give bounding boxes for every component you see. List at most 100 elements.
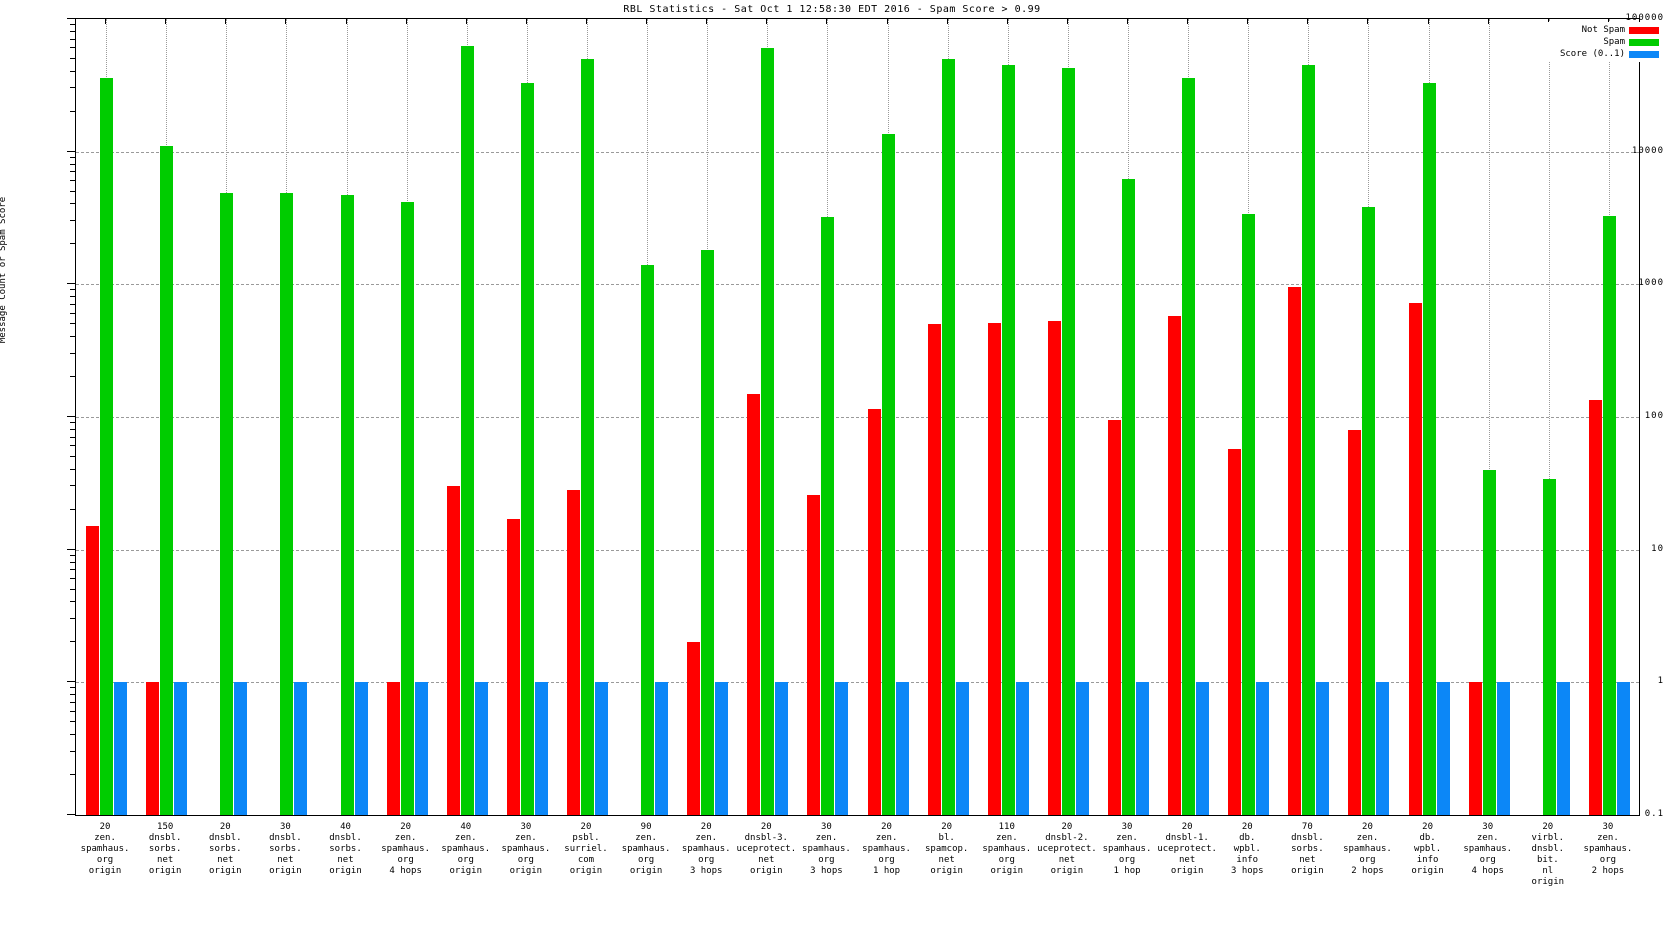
x-tick: [1127, 18, 1129, 24]
y-tick-minor: [70, 38, 75, 40]
y-tick-label: 1: [1657, 676, 1664, 687]
bar-score: [534, 682, 548, 815]
legend-color-swatch: [1629, 38, 1659, 46]
x-tick-label-line: 3 hops: [689, 866, 723, 876]
x-tick-label-line: org: [457, 855, 474, 865]
x-tick-label-line: origin: [629, 866, 663, 876]
y-tick-minor: [70, 721, 75, 723]
y-tick-minor: [70, 163, 75, 165]
x-tick-label-line: spamhaus.: [501, 844, 551, 854]
x-tick-label-line: dnsbl.: [329, 833, 362, 843]
y-tick-minor: [70, 220, 75, 222]
bar-not-spam: [1588, 399, 1602, 815]
x-tick-label-line: origin: [1170, 866, 1204, 876]
y-tick-minor: [70, 710, 75, 712]
x-tick-label-line: org: [878, 855, 895, 865]
y-tick-minor: [70, 376, 75, 378]
y-tick-minor: [70, 180, 75, 182]
x-tick-label: 20 zen. spamhaus. org 2 hops: [1343, 822, 1392, 877]
x-tick-label: 20 db. wpbl. info origin: [1411, 822, 1444, 877]
x-tick: [946, 18, 948, 24]
bar-score: [1075, 682, 1089, 815]
x-tick-label: 20 psbl. surriel. com origin: [564, 822, 607, 877]
bar-spam: [761, 48, 775, 815]
bar-score: [1376, 682, 1390, 815]
x-tick-label-line: db.: [1239, 833, 1256, 843]
bar-not-spam: [747, 393, 761, 815]
x-tick-label-line: 3 hops: [810, 866, 843, 876]
x-tick: [105, 18, 107, 24]
bar-spam: [641, 264, 655, 815]
x-tick-label-line: 20: [1542, 822, 1554, 832]
y-tick-minor: [70, 455, 75, 457]
x-tick-label-line: nl: [1542, 866, 1554, 876]
y-tick-minor: [70, 687, 75, 689]
x-tick-label-line: 30: [1482, 822, 1494, 832]
x-tick-label-line: 30: [279, 822, 291, 832]
y-tick-minor: [70, 190, 75, 192]
x-tick: [886, 18, 888, 24]
x-tick-label-line: zen.: [454, 833, 477, 843]
x-tick-label-line: psbl.: [572, 833, 600, 843]
bar-spam: [1302, 65, 1316, 815]
x-tick-label: 20 bl. spamcop. net origin: [925, 822, 968, 877]
x-tick-label-line: org: [517, 855, 534, 865]
x-tick-label-line: sorbs.: [1291, 844, 1324, 854]
x-tick-label-line: zen.: [1356, 833, 1379, 843]
x-tick-label-line: origin: [750, 866, 783, 876]
x-tick-label-line: org: [998, 855, 1015, 865]
y-tick-major: [67, 416, 75, 417]
y-tick-major: [67, 18, 75, 19]
x-tick-label-line: origin: [509, 866, 543, 876]
y-tick-minor: [70, 701, 75, 703]
bar-score: [1136, 682, 1150, 815]
x-tick-label-line: 2 hops: [1351, 866, 1384, 876]
x-tick-label-line: org: [637, 855, 655, 865]
x-tick-label: 30 zen. spamhaus. org origin: [501, 822, 550, 877]
x-tick-label-line: net: [157, 855, 174, 865]
chart-title: RBL Statistics - Sat Oct 1 12:58:30 EDT …: [623, 4, 1041, 15]
x-tick-label-line: 70: [1301, 822, 1313, 832]
x-tick-label-line: 3 hops: [1230, 866, 1264, 876]
bar-spam: [340, 194, 354, 815]
x-tick-label: 90 zen. spamhaus. org origin: [622, 822, 671, 877]
y-tick-label: 1000: [1638, 278, 1664, 289]
x-tick-label: 20 db. wpbl. info 3 hops: [1231, 822, 1264, 877]
x-tick-label-line: org: [397, 855, 414, 865]
y-tick-minor: [70, 601, 75, 603]
x-tick-label-line: origin: [88, 866, 122, 876]
x-tick-label-line: 30: [1602, 822, 1614, 832]
x-tick-label-line: net: [1058, 855, 1076, 865]
x-tick-label-line: 20: [400, 822, 412, 832]
x-tick-label-line: 150: [157, 822, 174, 832]
gridline-horizontal: [76, 417, 1639, 418]
bar-not-spam: [867, 408, 881, 815]
bar-score: [1436, 682, 1450, 815]
bar-score: [655, 682, 669, 815]
x-tick-label-line: surriel.: [564, 844, 608, 854]
x-tick-label-line: info: [1416, 855, 1439, 865]
x-tick-label-line: org: [698, 855, 715, 865]
x-tick-label-line: 20: [1422, 822, 1434, 832]
x-tick-label-line: dnsbl.: [269, 833, 302, 843]
x-tick-label-line: origin: [269, 866, 302, 876]
x-tick-label-line: 2 hops: [1591, 866, 1625, 876]
bar-spam: [520, 82, 534, 815]
x-tick-label: 20 zen. spamhaus. org 4 hops: [381, 822, 430, 877]
y-tick-minor: [70, 352, 75, 354]
x-tick-label-line: 30: [1121, 822, 1133, 832]
x-tick-label-line: net: [217, 855, 234, 865]
bar-spam: [1482, 469, 1496, 815]
y-tick-minor: [70, 57, 75, 59]
x-tick-label-line: 20: [99, 822, 111, 832]
x-tick: [1247, 18, 1249, 24]
y-tick-minor: [70, 569, 75, 571]
bar-score: [174, 682, 188, 815]
bar-score: [1256, 682, 1270, 815]
y-tick-minor: [70, 485, 75, 487]
x-tick-label: 30 zen. spamhaus. org 4 hops: [1463, 822, 1512, 877]
x-tick: [1607, 18, 1609, 24]
x-tick-label-line: spamhaus.: [681, 844, 731, 854]
x-tick-label-line: virbl.: [1531, 833, 1565, 843]
y-tick-minor: [70, 734, 75, 736]
